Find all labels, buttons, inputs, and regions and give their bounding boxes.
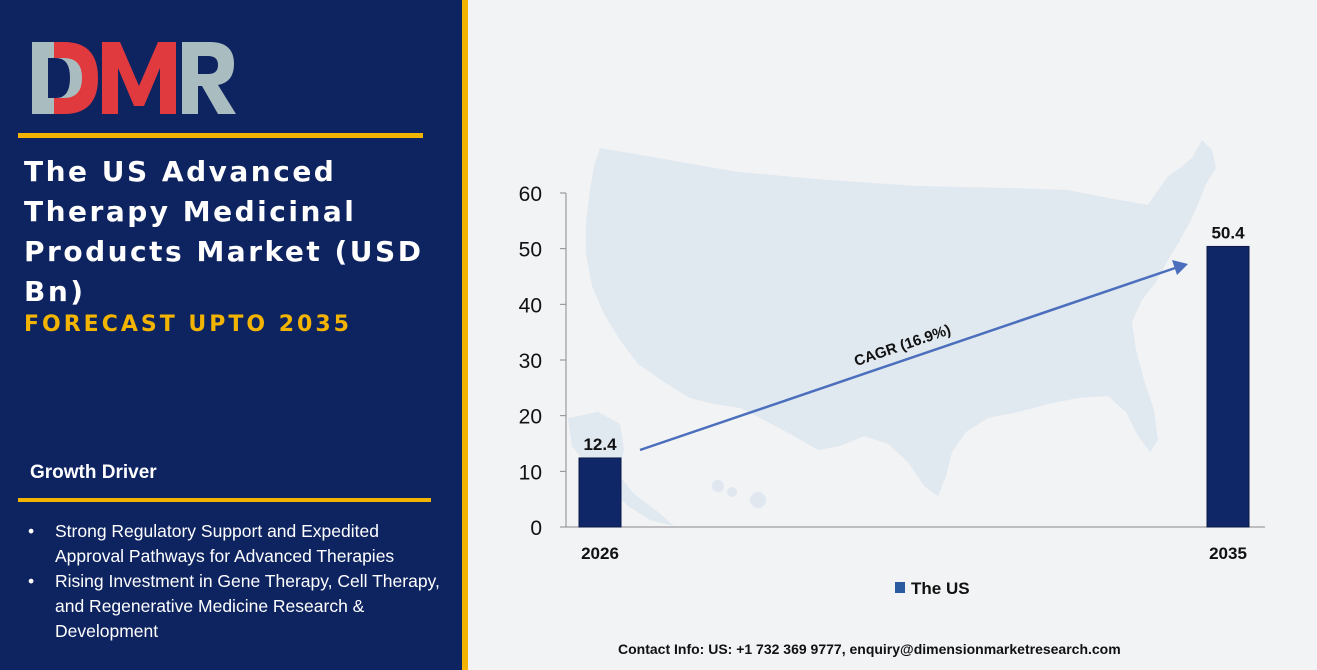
us-map-background: [586, 140, 1216, 496]
legend-label: The US: [911, 579, 970, 598]
logo-divider: [18, 133, 423, 138]
cagr-arrow: [639, 263, 1185, 452]
legend-swatch: [895, 582, 905, 593]
bullet-icon: •: [28, 521, 35, 541]
growth-driver-item: • Strong Regulatory Support and Expedited…: [28, 519, 448, 569]
y-tick-label: 0: [530, 517, 542, 540]
y-tick-label: 50: [519, 239, 542, 262]
dmr-logo: [32, 42, 236, 114]
data-label: 50.4: [1211, 223, 1245, 242]
growth-driver-text: Strong Regulatory Support and Expedited …: [55, 521, 395, 566]
chart-panel: 0 10 20 30 40 50 60 2026 2035 12.4 50.4 CAGR (16…: [468, 0, 1317, 670]
growth-driver-text: Rising Investment in Gene Therapy, Cell …: [55, 571, 440, 641]
bar-2026: [578, 457, 622, 528]
y-tick-label: 10: [519, 461, 542, 484]
y-tick-label: 30: [519, 350, 542, 373]
alaska-background: [568, 412, 674, 526]
y-tick-label: 20: [519, 406, 542, 429]
page-title: The US Advanced Therapy Medicinal Produc…: [24, 155, 424, 308]
panel-divider: [462, 0, 468, 670]
y-tick-label: 40: [519, 294, 542, 317]
growth-driver-divider: [18, 498, 431, 502]
growth-driver-list: • Strong Regulatory Support and Expedited…: [28, 519, 448, 644]
contact-info: Contact Info: US: +1 732 369 9777, enqui…: [618, 641, 1121, 657]
left-panel: The US Advanced Therapy Medicinal Produc…: [0, 0, 462, 670]
hawaii-background: [712, 480, 766, 508]
x-tick-label: 2026: [581, 544, 619, 563]
y-tick-label: 60: [519, 183, 542, 206]
data-label: 12.4: [583, 435, 617, 454]
growth-driver-item: • Rising Investment in Gene Therapy, Cell…: [28, 569, 448, 644]
growth-driver-heading: Growth Driver: [30, 462, 157, 483]
bar-2035: [1206, 245, 1250, 528]
cagr-arrow-head-icon: [1172, 260, 1188, 275]
forecast-subtitle: FORECAST UPTO 2035: [24, 312, 352, 337]
bullet-icon: •: [28, 571, 35, 591]
x-tick-label: 2035: [1209, 544, 1247, 563]
